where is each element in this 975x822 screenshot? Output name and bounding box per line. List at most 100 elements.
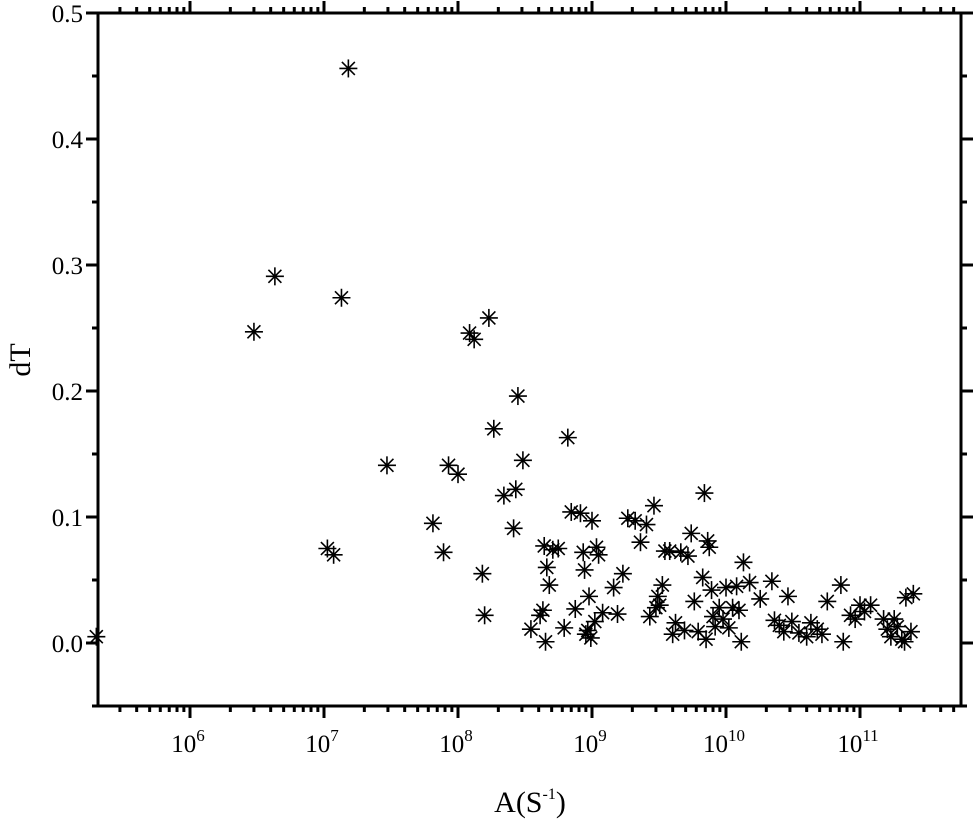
data-point-asterisk-icon [571,504,590,523]
data-point-asterisk-icon [484,419,503,438]
y-tick-label: 0.4 [52,127,84,154]
data-point-asterisk-icon [653,576,672,595]
data-point-asterisk-icon [878,620,897,639]
data-point-asterisk-icon [537,558,556,577]
data-point-asterisk-icon [660,542,679,561]
data-point-asterisk-icon [575,560,594,579]
axis-ticks [86,1,973,718]
data-point-asterisk-icon [521,620,540,639]
data-point-asterisk-icon [774,622,793,641]
data-point-asterisk-icon [861,596,880,615]
data-point-asterisk-icon [465,330,484,349]
data-point-asterisk-icon [479,308,498,327]
data-point-asterisk-icon [604,578,623,597]
data-point-asterisk-icon [533,601,552,620]
data-point-asterisk-icon [650,596,669,615]
data-point-asterisk-icon [706,617,725,636]
data-point-asterisk-icon [618,509,637,528]
y-tick-label: 0.2 [52,379,83,406]
data-point-asterisk-icon [608,605,627,624]
data-point-asterisk-icon [782,612,801,631]
x-axis-tick-labels: 106 107 108 109 1010 1011 [171,726,878,758]
data-point-asterisk-icon [778,587,797,606]
data-point-asterisk-icon [729,601,748,620]
data-point-asterisk-icon [732,632,751,651]
data-point-asterisk-icon [689,622,708,641]
data-point-asterisk-icon [702,581,721,600]
data-point-asterisk-icon [244,322,263,341]
data-point-asterisk-icon [555,618,574,637]
data-point-asterisk-icon [631,533,650,552]
data-point-asterisk-icon [566,599,585,618]
data-point-asterisk-icon [593,603,612,622]
data-point-asterisk-icon [626,511,645,530]
data-point-asterisk-icon [637,515,656,534]
data-point-asterisk-icon [562,502,581,521]
data-point-asterisk-icon [812,625,831,644]
data-point-asterisk-icon [846,610,865,629]
data-point-asterisk-icon [434,543,453,562]
data-point-asterisk-icon [834,632,853,651]
data-point-asterisk-icon [719,618,738,637]
data-point-asterisk-icon [475,606,494,625]
data-point-asterisk-icon [580,587,599,606]
data-point-asterisk-icon [818,592,837,611]
data-point-asterisk-icon [504,519,523,538]
data-point-asterisk-icon [678,547,697,566]
data-point-asterisk-icon [324,545,343,564]
data-point-asterisk-icon [740,573,759,592]
data-point-asterisk-icon [540,576,559,595]
data-point-asterisk-icon [644,496,663,515]
data-point-asterisk-icon [585,612,604,631]
data-point-asterisk-icon [581,628,600,647]
data-point-asterisk-icon [549,539,568,558]
x-tick-label: 106 [171,726,205,758]
x-tick-label: 107 [305,726,339,758]
data-point-asterisk-icon [531,606,550,625]
data-point-asterisk-icon [682,524,701,543]
data-point-asterisk-icon [473,564,492,583]
data-point-asterisk-icon [896,588,915,607]
data-point-asterisk-icon [423,514,442,533]
data-point-asterisk-icon [666,613,685,632]
y-tick-label: 0.3 [52,253,83,280]
data-point-asterisk-icon [87,627,106,646]
data-point-asterisk-icon [377,456,396,475]
data-point-asterisk-icon [265,267,284,286]
data-point-asterisk-icon [881,627,900,646]
data-points [87,59,923,651]
data-point-asterisk-icon [536,632,555,651]
data-point-asterisk-icon [574,543,593,562]
data-point-asterisk-icon [685,592,704,611]
data-point-asterisk-icon [700,538,719,557]
x-tick-label: 1011 [837,726,878,758]
data-point-asterisk-icon [663,625,682,644]
data-point-asterisk-icon [901,622,920,641]
data-point-asterisk-icon [695,484,714,503]
data-point-asterisk-icon [885,610,904,629]
y-tick-label: 0.0 [52,631,83,658]
data-point-asterisk-icon [671,543,690,562]
plot-area [96,11,963,708]
data-point-asterisk-icon [697,630,716,649]
data-point-asterisk-icon [727,577,746,596]
data-point-asterisk-icon [339,59,358,78]
data-point-asterisk-icon [558,428,577,447]
data-point-asterisk-icon [762,572,781,591]
x-tick-label: 108 [439,726,473,758]
x-axis-title: A(S-1) [494,786,566,819]
data-point-asterisk-icon [831,576,850,595]
data-point-asterisk-icon [613,564,632,583]
data-point-asterisk-icon [888,617,907,636]
data-point-asterisk-icon [904,584,923,603]
data-point-asterisk-icon [589,545,608,564]
data-point-asterisk-icon [513,451,532,470]
data-point-asterisk-icon [578,621,597,640]
data-point-asterisk-icon [583,511,601,530]
data-point-asterisk-icon [895,632,914,651]
data-point-asterisk-icon [693,568,712,587]
y-axis-title: dT [4,343,37,376]
data-point-asterisk-icon [797,627,816,646]
data-point-asterisk-icon [449,465,467,484]
